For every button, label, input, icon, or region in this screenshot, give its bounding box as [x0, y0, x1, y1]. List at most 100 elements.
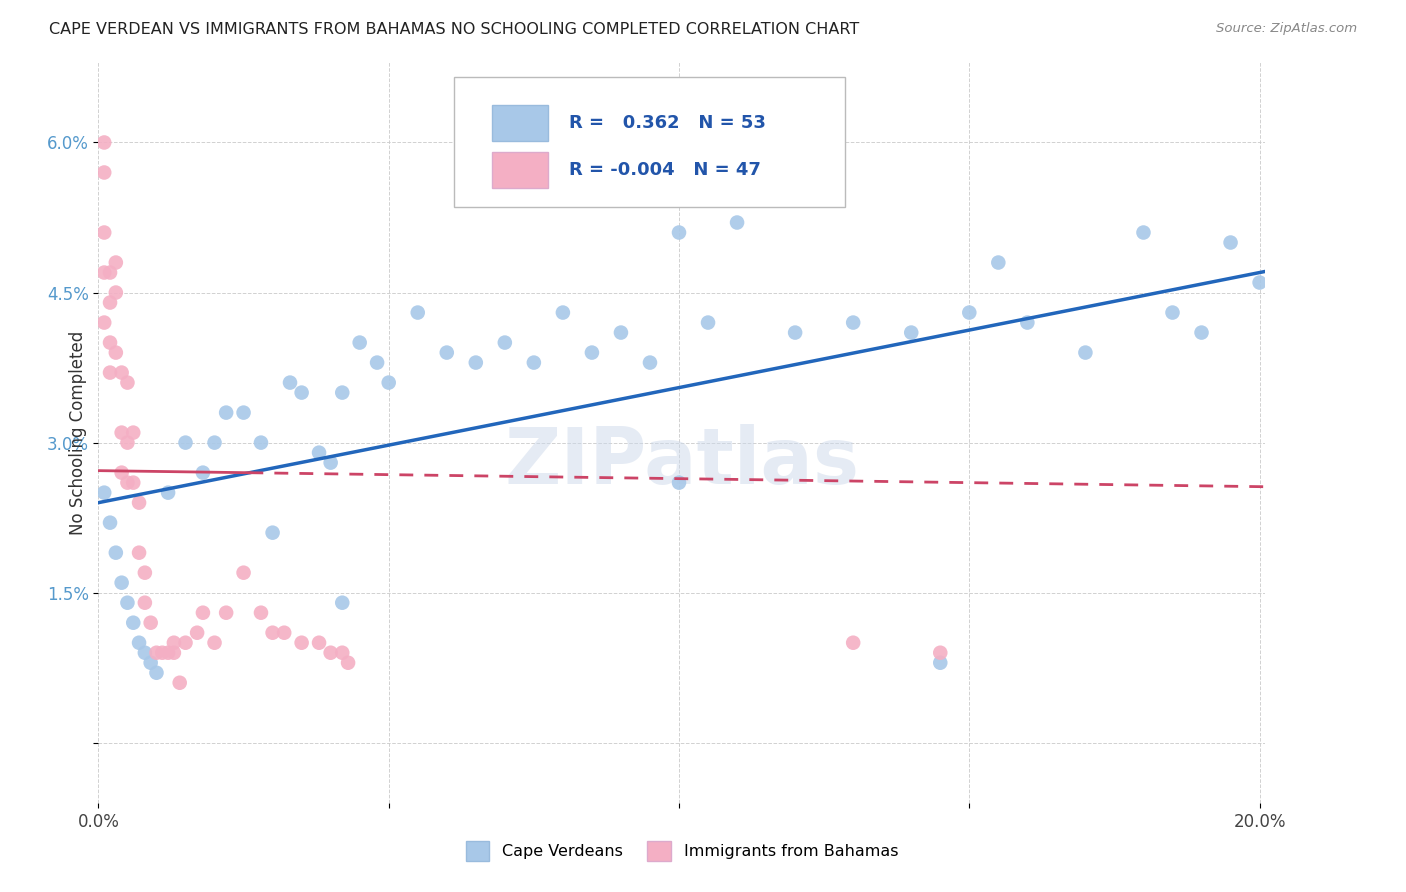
Point [250, 435, 273, 450]
Text: ZIPatlas: ZIPatlas [505, 425, 859, 500]
FancyBboxPatch shape [454, 78, 845, 207]
Point [191, 606, 214, 620]
Point [319, 646, 342, 660]
Point [145, 665, 167, 680]
Point [128, 496, 150, 510]
Point [366, 355, 388, 369]
Point [262, 525, 284, 540]
Point [308, 636, 330, 650]
Point [122, 475, 145, 490]
Point [117, 376, 139, 390]
Point [104, 345, 127, 359]
Point [215, 606, 238, 620]
Point [697, 316, 720, 330]
Point [111, 425, 134, 440]
Point [150, 646, 173, 660]
Point [291, 385, 314, 400]
Point [191, 466, 214, 480]
Point [128, 636, 150, 650]
Point [406, 305, 429, 319]
Point [139, 615, 162, 630]
Point [668, 226, 690, 240]
Point [117, 435, 139, 450]
Point [842, 636, 865, 650]
Y-axis label: No Schooling Completed: No Schooling Completed [69, 331, 87, 534]
Point [957, 305, 980, 319]
Point [98, 295, 121, 310]
Point [668, 475, 690, 490]
Text: R = -0.004   N = 47: R = -0.004 N = 47 [568, 161, 761, 178]
Point [169, 675, 191, 690]
Point [98, 516, 121, 530]
Point [900, 326, 922, 340]
Point [111, 466, 134, 480]
Point [330, 646, 353, 660]
Point [232, 406, 254, 420]
Point [377, 376, 399, 390]
Point [215, 406, 238, 420]
Point [725, 215, 748, 229]
Point [308, 445, 330, 459]
Point [278, 376, 301, 390]
Point [1017, 316, 1039, 330]
Point [134, 566, 156, 580]
Point [349, 335, 371, 350]
Point [610, 326, 633, 340]
Point [93, 316, 115, 330]
Point [145, 646, 167, 660]
Point [1191, 326, 1213, 340]
Text: CAPE VERDEAN VS IMMIGRANTS FROM BAHAMAS NO SCHOOLING COMPLETED CORRELATION CHART: CAPE VERDEAN VS IMMIGRANTS FROM BAHAMAS … [49, 22, 859, 37]
Point [104, 546, 127, 560]
Point [104, 255, 127, 269]
Point [1249, 276, 1271, 290]
Point [111, 575, 134, 590]
Point [139, 656, 162, 670]
Point [93, 136, 115, 150]
FancyBboxPatch shape [492, 105, 548, 141]
Point [174, 636, 197, 650]
Point [104, 285, 127, 300]
Point [319, 456, 342, 470]
Point [929, 656, 952, 670]
Point [250, 606, 273, 620]
Point [163, 636, 186, 650]
Point [337, 656, 360, 670]
Point [134, 596, 156, 610]
Point [785, 326, 807, 340]
Point [436, 345, 458, 359]
Point [98, 335, 121, 350]
Point [1161, 305, 1184, 319]
Point [638, 355, 661, 369]
Point [128, 546, 150, 560]
Point [232, 566, 254, 580]
Point [98, 266, 121, 280]
Point [842, 316, 865, 330]
Point [1219, 235, 1241, 250]
Point [987, 255, 1010, 269]
Point [157, 485, 180, 500]
Point [93, 165, 115, 179]
Point [1074, 345, 1097, 359]
FancyBboxPatch shape [492, 152, 548, 187]
Point [494, 335, 516, 350]
Point [330, 385, 353, 400]
Point [291, 636, 314, 650]
Point [93, 226, 115, 240]
Point [204, 435, 226, 450]
Point [551, 305, 574, 319]
Point [1132, 226, 1154, 240]
Point [93, 485, 115, 500]
Point [157, 646, 180, 660]
Point [581, 345, 603, 359]
Text: R =   0.362   N = 53: R = 0.362 N = 53 [568, 114, 766, 132]
Point [186, 625, 208, 640]
Point [330, 596, 353, 610]
Point [122, 615, 145, 630]
Point [93, 266, 115, 280]
Point [929, 646, 952, 660]
Point [273, 625, 295, 640]
Text: Source: ZipAtlas.com: Source: ZipAtlas.com [1216, 22, 1357, 36]
Point [111, 366, 134, 380]
Point [98, 366, 121, 380]
Point [523, 355, 546, 369]
